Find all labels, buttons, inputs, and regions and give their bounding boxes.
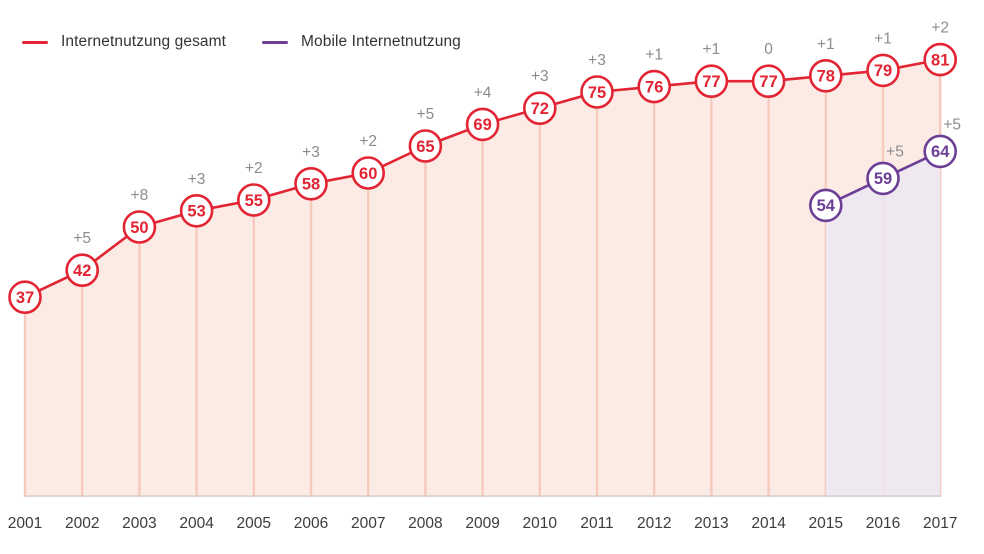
data-point-value: 81 [931,51,949,69]
data-point-circle [751,64,786,98]
data-point-value: 55 [245,192,263,210]
delta-label: +2 [359,133,377,150]
legend-label: Internetnutzung gesamt [61,33,227,50]
data-point-value: 77 [702,73,720,91]
data-point-circle [408,129,443,163]
data-point-value: 78 [817,68,835,86]
data-point-circle [694,64,729,98]
axis-label-2004: 2004 [179,515,214,532]
legend-line-red-icon [22,40,48,44]
axis-label-2016: 2016 [866,515,900,532]
data-point-circle [808,59,843,93]
data-point-circle [866,161,900,196]
delta-label: +3 [188,171,206,188]
data-point-circle [866,53,900,88]
data-point-value: 54 [817,197,836,215]
delta-label: +2 [931,20,949,37]
axis-label-2017: 2017 [923,515,957,532]
delta-label: +3 [531,68,549,85]
data-point-value: 50 [130,219,148,237]
delta-label: +1 [874,30,892,47]
data-point-value: 53 [187,203,205,221]
axis-label-2010: 2010 [523,515,558,532]
data-point-value: 42 [73,262,91,280]
chart-legend: Internetnutzung gesamt Mobile Internetnu… [0,33,984,51]
data-point-circle [8,280,42,315]
data-point-circle [637,69,672,104]
data-point-value: 79 [874,62,892,80]
axis-label-2012: 2012 [637,515,671,532]
legend-item-mobile-internetnutzung: Mobile Internetnutzung [262,33,461,51]
delta-label: +8 [131,187,149,204]
delta-label: +2 [245,160,263,177]
data-point-value: 69 [473,116,491,134]
data-point-value: 76 [645,78,663,96]
data-point-value: 58 [302,176,320,194]
data-point-circle [465,107,500,142]
delta-label: +1 [817,36,835,53]
delta-label: +3 [588,52,606,69]
axis-label-2008: 2008 [408,515,442,532]
axis-label-2011: 2011 [580,515,613,532]
legend-line-purple-icon [262,40,288,44]
data-point-circle [923,134,958,169]
delta-label: +5 [943,116,961,133]
data-point-value: 72 [531,100,549,118]
data-point-circle [808,188,843,223]
axis-label-2005: 2005 [237,515,271,532]
axis-label-2014: 2014 [751,515,786,532]
axis-label-2007: 2007 [351,515,385,532]
data-point-value: 75 [588,84,606,102]
data-point-value: 60 [359,165,377,183]
axis-label-2013: 2013 [694,515,728,532]
data-point-circle [122,210,157,244]
delta-label: +5 [886,143,904,160]
data-point-circle [923,42,958,77]
area-mobile-internetnutzung [825,151,941,497]
data-point-circle [65,253,99,288]
axis-label-2009: 2009 [465,515,499,532]
data-point-value: 37 [16,289,34,307]
data-point-value: 64 [931,143,950,161]
axis-label-2002: 2002 [65,515,99,532]
delta-label: +1 [645,47,663,64]
axis-label-2001: 2001 [8,515,42,532]
data-point-circle [294,167,328,201]
data-point-value: 65 [416,138,434,156]
delta-label: +1 [703,41,721,58]
axis-label-2003: 2003 [122,515,156,532]
delta-label: +5 [417,106,435,123]
data-point-circle [580,75,614,109]
delta-label: +4 [474,84,492,101]
data-point-circle [237,183,271,217]
legend-label: Mobile Internetnutzung [301,33,461,50]
delta-label: +5 [73,230,91,247]
delta-label: +3 [302,144,320,161]
data-point-circle [351,156,386,190]
legend-item-internetnutzung-gesamt: Internetnutzung gesamt [22,33,226,51]
delta-label: 0 [764,41,773,58]
data-point-circle [522,91,557,125]
axis-label-2015: 2015 [809,515,843,532]
data-point-value: 77 [759,73,777,91]
axis-label-2006: 2006 [294,515,328,532]
data-point-circle [179,194,214,228]
data-point-value: 59 [874,170,892,188]
